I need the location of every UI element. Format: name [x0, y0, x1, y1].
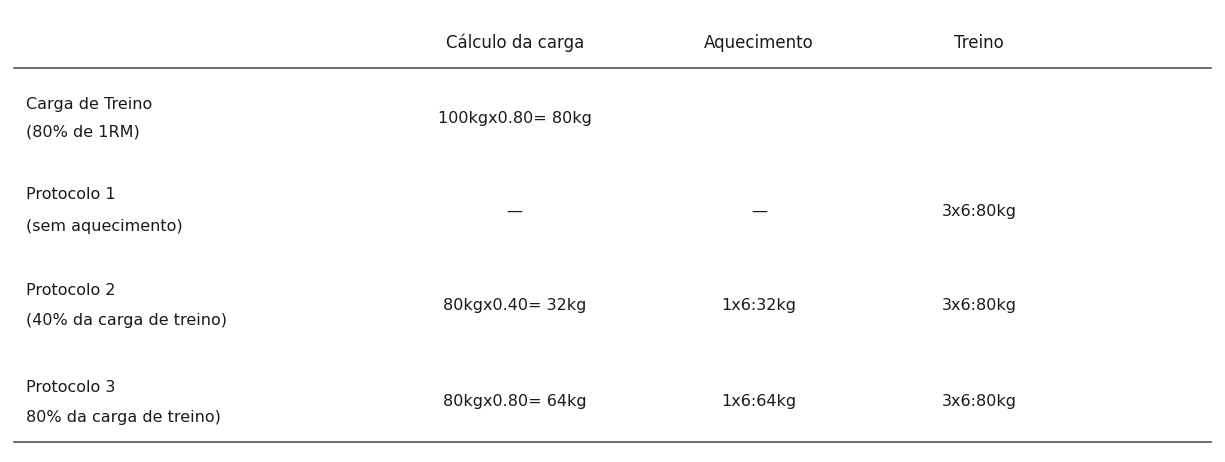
Text: 80kgx0.40= 32kg: 80kgx0.40= 32kg	[443, 298, 587, 313]
Text: Treino: Treino	[954, 34, 1004, 52]
Text: 3x6:80kg: 3x6:80kg	[942, 395, 1017, 409]
Text: (40% da carga de treino): (40% da carga de treino)	[26, 313, 227, 328]
Text: 1x6:32kg: 1x6:32kg	[722, 298, 796, 313]
Text: 80kgx0.80= 64kg: 80kgx0.80= 64kg	[443, 395, 587, 409]
Text: (80% de 1RM): (80% de 1RM)	[26, 125, 140, 140]
Text: Protocolo 3: Protocolo 3	[26, 380, 115, 395]
Text: 1x6:64kg: 1x6:64kg	[722, 395, 796, 409]
Text: Aquecimento: Aquecimento	[704, 34, 815, 52]
Text: Protocolo 1: Protocolo 1	[26, 187, 115, 202]
Text: 3x6:80kg: 3x6:80kg	[942, 204, 1017, 219]
Text: —: —	[751, 204, 767, 219]
Text: (sem aquecimento): (sem aquecimento)	[26, 219, 183, 234]
Text: Carga de Treino: Carga de Treino	[26, 97, 152, 112]
Text: Protocolo 2: Protocolo 2	[26, 283, 115, 298]
Text: 3x6:80kg: 3x6:80kg	[942, 298, 1017, 313]
Text: 80% da carga de treino): 80% da carga de treino)	[26, 410, 220, 426]
Text: Cálculo da carga: Cálculo da carga	[446, 33, 584, 52]
Text: —: —	[507, 204, 523, 219]
Text: 100kgx0.80= 80kg: 100kgx0.80= 80kg	[437, 111, 592, 126]
